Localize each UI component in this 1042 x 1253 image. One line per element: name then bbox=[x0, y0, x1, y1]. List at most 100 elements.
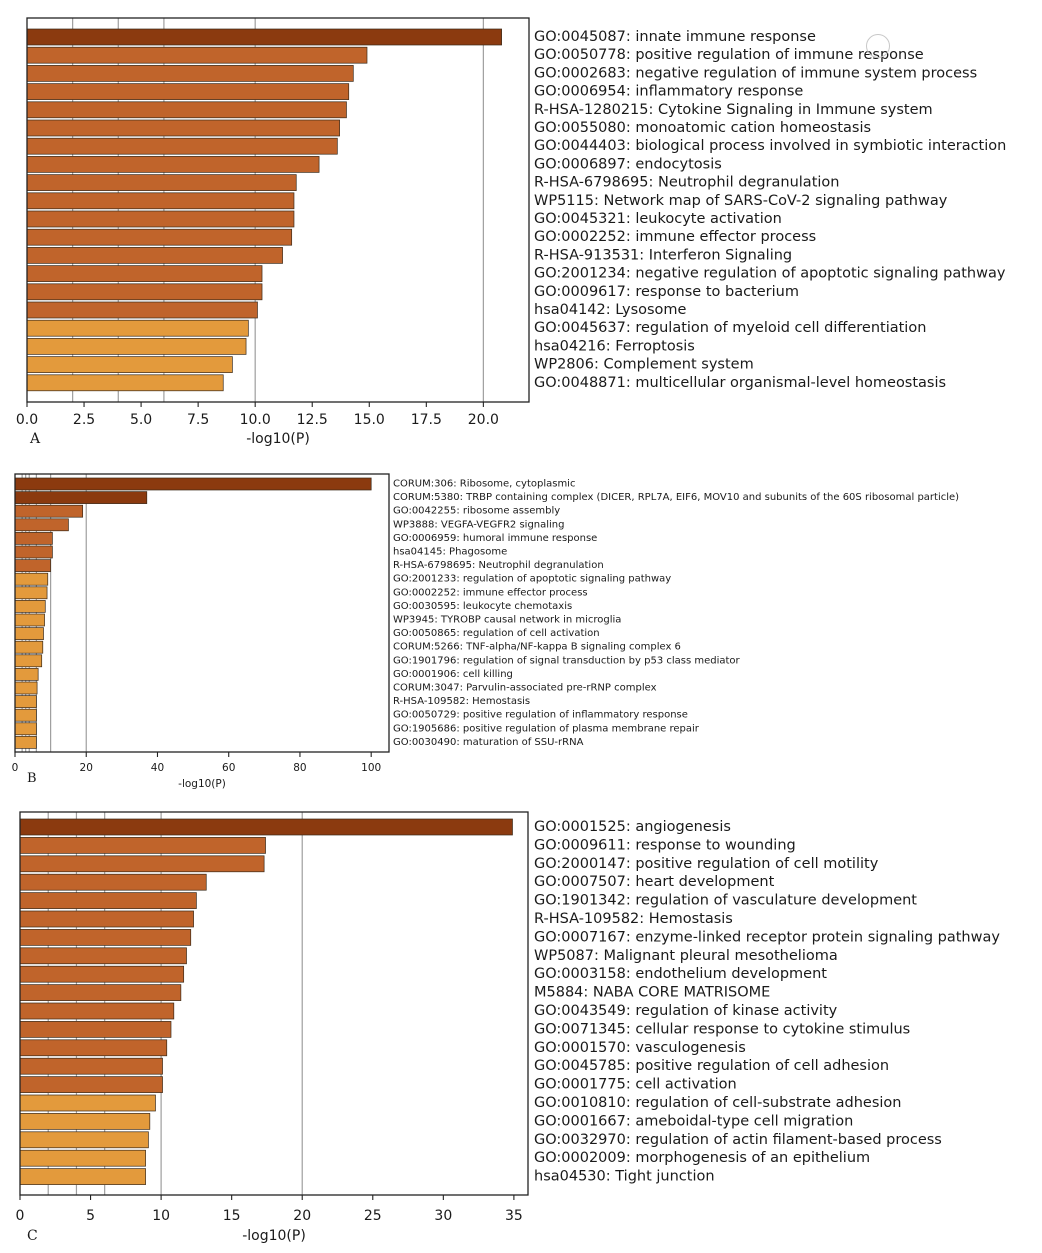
x-tick-label: 5 bbox=[86, 1208, 95, 1224]
panel-a-chart: GO:0045087: innate immune response GO:005… bbox=[16, 17, 1006, 447]
category-label: GO:0002252: immune effector process bbox=[393, 587, 588, 598]
category-label: hsa04142: Lysosome bbox=[534, 302, 687, 318]
category-label: GO:0045785: positive regulation of cell … bbox=[534, 1058, 889, 1074]
bar bbox=[19, 873, 207, 891]
x-tick-label: 10.0 bbox=[240, 412, 271, 428]
x-tick-label: 20 bbox=[293, 1208, 311, 1224]
bar bbox=[14, 518, 69, 532]
category-label: GO:0002009: morphogenesis of an epitheli… bbox=[534, 1150, 870, 1166]
x-tick-label: 10 bbox=[152, 1208, 170, 1224]
bar bbox=[19, 1094, 156, 1112]
bar bbox=[19, 947, 187, 965]
bar bbox=[14, 668, 39, 681]
panel-letter: B bbox=[27, 771, 37, 786]
x-tick-label: 40 bbox=[151, 762, 164, 774]
bar bbox=[14, 572, 49, 586]
category-label: GO:0032970: regulation of actin filament… bbox=[534, 1132, 942, 1148]
bar bbox=[14, 695, 37, 708]
x-tick-label: 12.5 bbox=[297, 412, 328, 428]
category-label: CORUM:5380: TRBP containing complex (DIC… bbox=[393, 492, 959, 503]
x-tick-label: 17.5 bbox=[411, 412, 442, 428]
panel-b-chart: CORUM:306: Ribosome, cytoplasmic CORUM:53… bbox=[12, 473, 959, 790]
category-label: GO:0007167: enzyme-linked receptor prote… bbox=[534, 929, 1000, 945]
bar bbox=[26, 301, 258, 319]
bar bbox=[19, 1039, 168, 1057]
bar bbox=[26, 46, 368, 64]
bar bbox=[14, 708, 37, 722]
bar bbox=[14, 532, 53, 545]
category-label: GO:0045087: innate immune response bbox=[534, 29, 816, 45]
bar bbox=[26, 174, 297, 191]
category-label: GO:0043549: regulation of kinase activit… bbox=[534, 1003, 838, 1019]
plot-frame bbox=[14, 473, 390, 753]
x-tick-label: 15 bbox=[223, 1208, 241, 1224]
bar bbox=[26, 319, 249, 337]
category-label: GO:0006954: inflammatory response bbox=[534, 84, 803, 100]
x-tick-label: 35 bbox=[505, 1208, 523, 1224]
x-tick-label: 0.0 bbox=[16, 412, 38, 428]
bar bbox=[14, 504, 84, 518]
bar bbox=[19, 1057, 163, 1075]
bar bbox=[19, 984, 182, 1001]
category-label: hsa04530: Tight junction bbox=[534, 1169, 715, 1185]
category-label: R-HSA-1280215: Cytokine Signaling in Imm… bbox=[534, 102, 933, 118]
category-label: GO:0050865: regulation of cell activatio… bbox=[393, 628, 600, 639]
bar bbox=[14, 640, 44, 654]
bar bbox=[19, 1021, 172, 1038]
category-label: GO:0007507: heart development bbox=[534, 874, 775, 890]
category-label: CORUM:3047: Parvulin-associated pre-rRNP… bbox=[393, 683, 657, 694]
bar bbox=[19, 1002, 175, 1020]
bar bbox=[14, 722, 37, 736]
bar bbox=[19, 818, 513, 836]
category-label: GO:0045637: regulation of myeloid cell d… bbox=[534, 320, 926, 336]
bar bbox=[26, 65, 354, 82]
bar bbox=[26, 356, 233, 373]
bar bbox=[19, 965, 185, 983]
category-label: WP3888: VEGFA-VEGFR2 signaling bbox=[393, 519, 565, 530]
bar bbox=[14, 654, 43, 668]
bar bbox=[26, 83, 350, 100]
bar bbox=[26, 101, 347, 119]
category-label: GO:0055080: monoatomic cation homeostasi… bbox=[534, 120, 871, 136]
category-label: GO:1905686: positive regulation of plasm… bbox=[393, 723, 700, 734]
category-label: hsa04216: Ferroptosis bbox=[534, 338, 695, 354]
category-label: GO:0009611: response to wounding bbox=[534, 837, 796, 853]
bar bbox=[26, 338, 247, 355]
category-label: GO:0050729: positive regulation of infla… bbox=[393, 710, 688, 721]
bar bbox=[14, 681, 38, 695]
x-tick-label: 25 bbox=[364, 1208, 382, 1224]
x-tick-label: 30 bbox=[434, 1208, 452, 1224]
bar bbox=[14, 600, 46, 613]
watermark bbox=[866, 34, 896, 58]
x-axis-label: -log10(P) bbox=[246, 431, 310, 447]
bar bbox=[26, 210, 295, 228]
bar bbox=[14, 491, 148, 504]
category-label: GO:0002252: immune effector process bbox=[534, 229, 816, 245]
category-label: GO:1901796: regulation of signal transdu… bbox=[393, 655, 741, 666]
category-label: M5884: NABA CORE MATRISOME bbox=[534, 985, 770, 1001]
category-label: GO:2001233: regulation of apoptotic sign… bbox=[393, 574, 671, 585]
x-tick-label: 5.0 bbox=[130, 412, 152, 428]
watermark-seal-icon bbox=[866, 34, 890, 58]
category-label: WP5115: Network map of SARS-CoV-2 signal… bbox=[534, 193, 948, 209]
bar bbox=[19, 855, 265, 873]
x-tick-label: 80 bbox=[293, 762, 306, 774]
category-label: GO:0001906: cell killing bbox=[393, 669, 513, 680]
bar bbox=[14, 559, 51, 572]
bar bbox=[14, 627, 44, 640]
bar bbox=[14, 586, 48, 600]
panel-letter: A bbox=[29, 431, 41, 447]
bar bbox=[19, 1131, 149, 1149]
bar bbox=[19, 1113, 151, 1130]
bar bbox=[19, 1149, 146, 1167]
bar bbox=[26, 137, 338, 155]
category-label: WP3945: TYROBP causal network in microgl… bbox=[393, 615, 621, 626]
category-label: GO:0001775: cell activation bbox=[534, 1077, 737, 1093]
bar bbox=[26, 28, 502, 46]
category-label: GO:0006897: endocytosis bbox=[534, 156, 722, 172]
category-label: GO:0044403: biological process involved … bbox=[534, 138, 1006, 154]
x-axis-label: -log10(P) bbox=[242, 1228, 306, 1244]
x-tick-label: 100 bbox=[361, 762, 381, 774]
plot-frame bbox=[26, 17, 530, 403]
